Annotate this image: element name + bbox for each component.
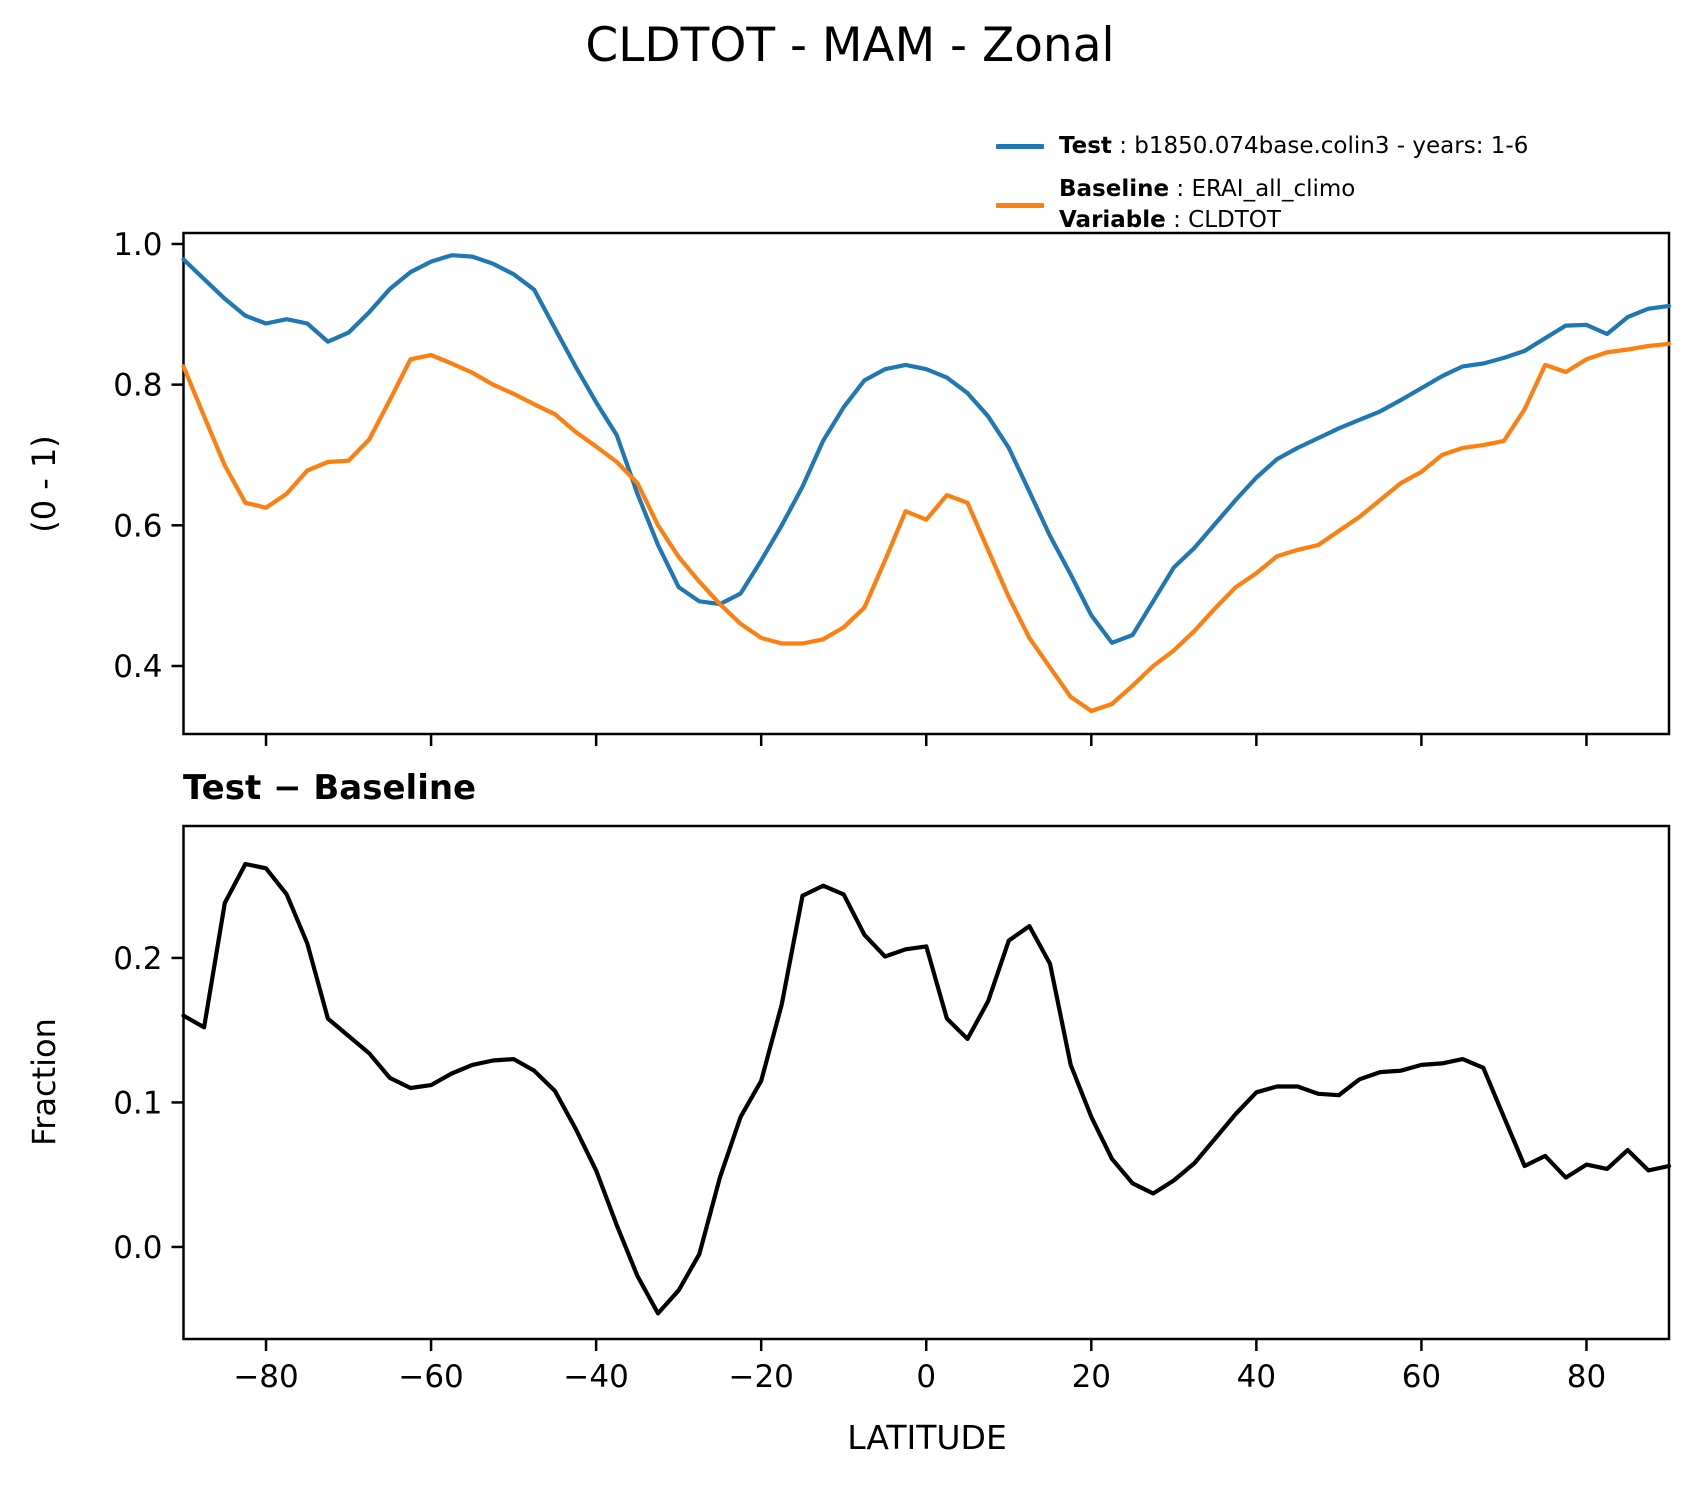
x-tick-label: 60 [1402,1359,1441,1395]
x-tick-label: 20 [1072,1359,1111,1395]
y-tick-label: 0.2 [113,941,162,977]
baseline-line-swatch [996,203,1044,208]
top-panel-y-axis-label: (0 - 1) [25,435,63,533]
y-tick-label: 0.6 [113,508,162,544]
y-tick-label: 1.0 [113,227,162,263]
figure-title: CLDTOT - MAM - Zonal [585,18,1115,73]
x-axis-label: LATITUDE [847,1418,1007,1457]
difference-panel-title: Test − Baseline [183,768,477,808]
legend-baseline-value: : ERAI_all_climo [1169,176,1356,202]
difference-panel-y-axis-label: Fraction [25,1018,63,1146]
x-tick-label: 0 [916,1359,936,1395]
axes-layer [171,231,1671,1351]
legend-baseline-label: Baseline [1059,176,1170,202]
legend-entry-test: Test : b1850.074base.colin3 - years: 1-6 [1059,133,1528,159]
legend-entry-variable: Variable : CLDTOT [1059,207,1281,233]
tick-label-layer: 1.0 0.8 0.6 0.4 −80 −60 −40 −20 0 20 40 60 80 0.2 0.1 0… [113,227,1606,1395]
legend-test-value: : b1850.074base.colin3 - years: 1-6 [1111,133,1529,159]
line-test [181,253,1672,645]
y-tick-label: 0.1 [113,1085,162,1121]
line-test-minus-baseline [181,861,1672,1316]
curve-layer [181,253,1672,1316]
test-line-swatch [996,144,1044,149]
legend-variable-label: Variable [1059,207,1166,233]
y-tick-label: 0.8 [113,368,162,404]
x-tick-label: −20 [728,1359,793,1395]
x-tick-label: 80 [1567,1359,1606,1395]
x-tick-label: −80 [233,1359,298,1395]
x-tick-label: −40 [563,1359,628,1395]
legend-variable-value: : CLDTOT [1165,207,1281,233]
legend-test-label: Test [1059,133,1112,159]
x-tick-label: −60 [398,1359,463,1395]
x-tick-label: 40 [1237,1359,1276,1395]
line-baseline [181,341,1672,714]
y-tick-label: 0.4 [113,649,162,685]
y-tick-label: 0.0 [113,1230,162,1266]
legend-entry-baseline: Baseline : ERAI_all_climo [1059,176,1355,202]
